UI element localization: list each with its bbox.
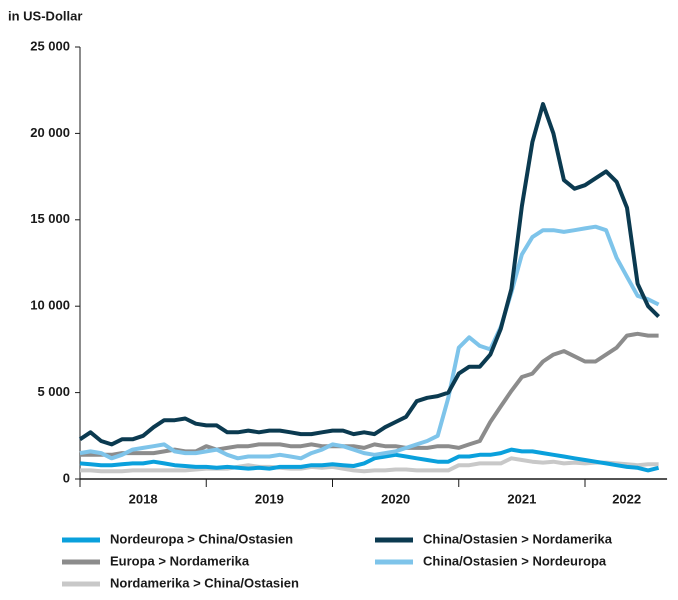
x-tick-label: 2019	[255, 491, 284, 506]
legend-label: China/Ostasien > Nordamerika	[423, 531, 613, 546]
x-tick-label: 2020	[381, 491, 410, 506]
x-tick-label: 2022	[612, 491, 641, 506]
y-tick-label: 25 000	[30, 38, 70, 53]
y-axis-label: in US-Dollar	[8, 8, 82, 23]
series-line	[80, 331, 659, 457]
y-tick-label: 20 000	[30, 125, 70, 140]
x-tick-label: 2018	[129, 491, 158, 506]
x-tick-label: 2021	[507, 491, 536, 506]
series-line	[78, 102, 661, 447]
series-line	[79, 447, 660, 473]
legend-label: Nordeuropa > China/Ostasien	[110, 531, 293, 546]
legend-label: China/Ostasien > Nordeuropa	[423, 553, 607, 568]
legend-label: Europa > Nordamerika	[110, 553, 250, 568]
y-tick-label: 15 000	[30, 211, 70, 226]
y-tick-label: 5 000	[37, 384, 70, 399]
legend-label: Nordamerika > China/Ostasien	[110, 575, 299, 590]
series-line	[79, 224, 660, 461]
y-tick-label: 10 000	[30, 298, 70, 313]
y-tick-label: 0	[63, 470, 70, 485]
series-line	[80, 456, 659, 474]
